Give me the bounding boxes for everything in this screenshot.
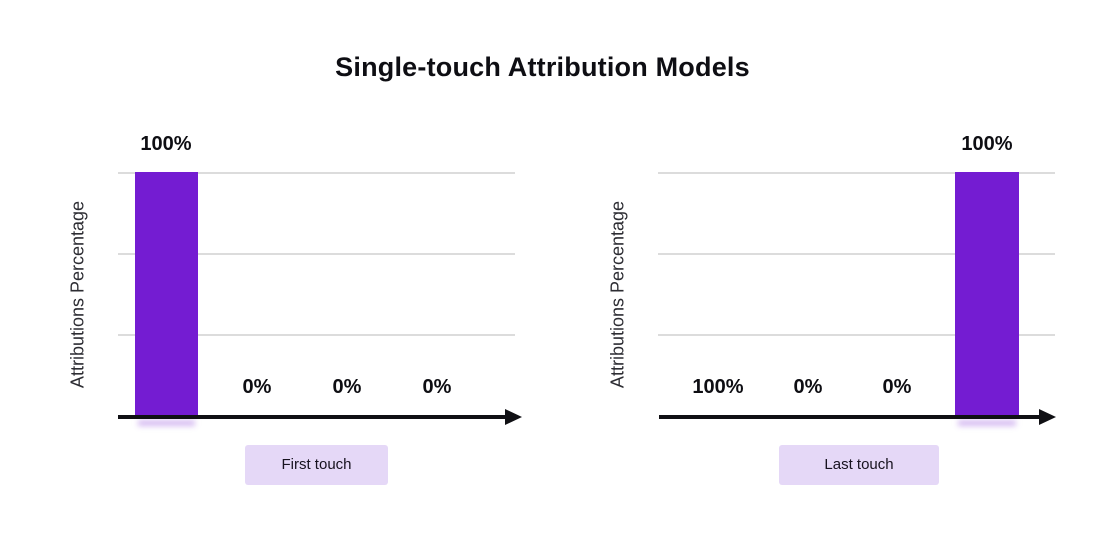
axis-arrowhead-icon (1039, 409, 1056, 425)
gridline-67 (118, 253, 515, 255)
gridline-67 (658, 253, 1055, 255)
bar-shadow (138, 420, 195, 426)
page-title: Single-touch Attribution Models (335, 52, 750, 82)
bar-shadow (958, 420, 1016, 426)
gridline-100 (658, 172, 1055, 174)
bar-touchpoint-4 (955, 172, 1019, 415)
x-label-touchpoint-3: 0% (882, 376, 912, 398)
x-label-touchpoint-4: 0% (422, 376, 452, 398)
gridline-33 (118, 334, 515, 336)
badge-last-touch: Last touch (779, 445, 939, 485)
x-label-touchpoint-3: 0% (332, 376, 362, 398)
y-axis-label: Attributions Percentage (67, 200, 88, 389)
x-axis-line (659, 409, 1056, 425)
bar-touchpoint-1 (135, 172, 198, 415)
bar-value-label: 100% (140, 133, 192, 155)
axis-arrowhead-icon (505, 409, 522, 425)
y-axis-label: Attributions Percentage (607, 200, 628, 389)
x-axis-line (118, 409, 522, 425)
badge-first-touch: First touch (245, 445, 388, 485)
bar-value-label: 100% (961, 133, 1013, 155)
x-label-touchpoint-2: 0% (793, 376, 823, 398)
x-label-touchpoint-2: 0% (242, 376, 272, 398)
x-label-touchpoint-1: 100% (692, 376, 744, 398)
gridline-33 (658, 334, 1055, 336)
gridline-100 (118, 172, 515, 174)
